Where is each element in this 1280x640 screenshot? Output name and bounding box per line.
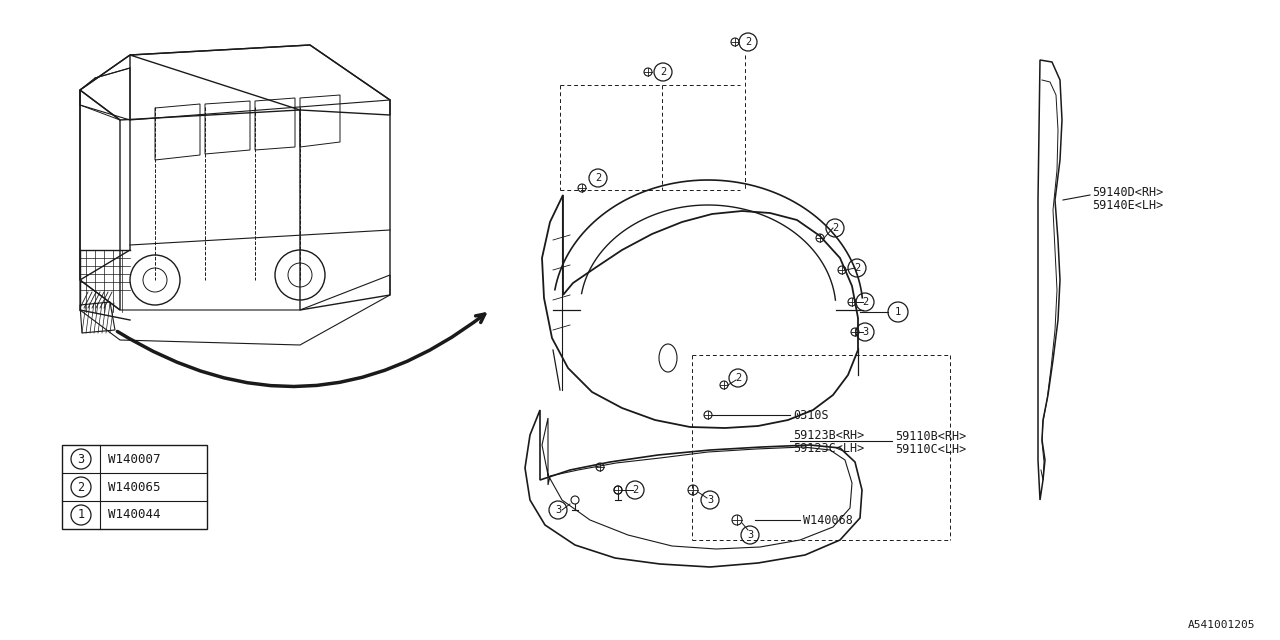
Text: 3: 3 bbox=[707, 495, 713, 505]
Text: 2: 2 bbox=[854, 263, 860, 273]
Text: 2: 2 bbox=[745, 37, 751, 47]
Text: 3: 3 bbox=[77, 452, 84, 465]
Text: 59123B<RH>: 59123B<RH> bbox=[794, 429, 864, 442]
Text: A541001205: A541001205 bbox=[1188, 620, 1254, 630]
Text: 1: 1 bbox=[895, 307, 901, 317]
Text: 1: 1 bbox=[77, 509, 84, 522]
Text: W140044: W140044 bbox=[108, 509, 160, 522]
Text: W140065: W140065 bbox=[108, 481, 160, 493]
Text: 59123C<LH>: 59123C<LH> bbox=[794, 442, 864, 454]
Text: W140007: W140007 bbox=[108, 452, 160, 465]
Text: 2: 2 bbox=[832, 223, 838, 233]
Text: 2: 2 bbox=[861, 297, 868, 307]
Text: 2: 2 bbox=[735, 373, 741, 383]
Text: 59110C<LH>: 59110C<LH> bbox=[895, 442, 966, 456]
Text: 59140E<LH>: 59140E<LH> bbox=[1092, 198, 1164, 211]
Text: 59110B<RH>: 59110B<RH> bbox=[895, 429, 966, 442]
Text: 2: 2 bbox=[632, 485, 639, 495]
Bar bbox=[61, 445, 207, 529]
Text: W140068: W140068 bbox=[803, 513, 852, 527]
Text: 2: 2 bbox=[77, 481, 84, 493]
Text: 3: 3 bbox=[746, 530, 753, 540]
Text: 3: 3 bbox=[554, 505, 561, 515]
Text: 3: 3 bbox=[861, 327, 868, 337]
Text: 59140D<RH>: 59140D<RH> bbox=[1092, 186, 1164, 198]
Text: 2: 2 bbox=[660, 67, 666, 77]
Text: 0310S: 0310S bbox=[794, 408, 828, 422]
Text: 2: 2 bbox=[595, 173, 602, 183]
